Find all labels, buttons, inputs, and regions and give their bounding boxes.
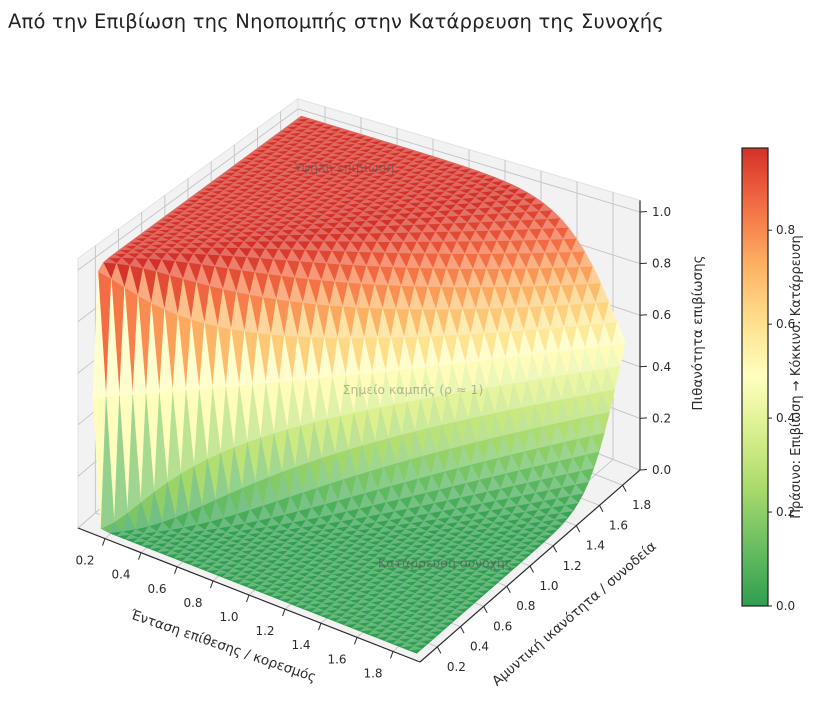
colorbar-tick-label: 0.8: [776, 223, 795, 237]
y-tick-label: 0.8: [516, 599, 535, 613]
z-tick-mark: [639, 417, 648, 419]
x-tick-mark: [354, 637, 358, 645]
colorbar-label: Πράσινο: Επιβίωση → Κόκκινο: Κατάρρευση: [789, 235, 804, 519]
x-tick-mark: [210, 580, 214, 589]
z-tick-mark: [639, 469, 648, 471]
y-axis-ticks: 0.2 0.4 0.6 0.8 1.0 1.2 1.4 1.6 1.8: [436, 484, 651, 674]
z-tick-label: 0.0: [652, 463, 671, 477]
x-tick-label: 1.0: [219, 610, 238, 624]
z-tick-label: 1.0: [652, 205, 671, 219]
y-tick-label: 1.2: [563, 559, 582, 573]
surface-annotations: Υψηλή επιβίωση Σημείο καμπής (ρ ≈ 1) Κατάρ…: [293, 160, 512, 570]
x-tick-mark: [138, 552, 142, 560]
z-tick-label: 0.4: [652, 360, 671, 374]
x-tick-label: 0.2: [75, 554, 94, 568]
x-axis-ticks: 0.2 0.4 0.6 0.8 1.0 1.2 1.4 1.6 1.8: [75, 538, 394, 680]
y-tick-mark: [552, 545, 558, 553]
x-tick-label: 1.8: [363, 666, 382, 680]
annotation-2: Κατάρρευση συνοχής: [378, 555, 512, 570]
y-tick-label: 0.6: [493, 619, 512, 633]
x-tick-label: 0.8: [183, 596, 202, 610]
grid-line: [77, 108, 299, 271]
y-tick-label: 1.4: [586, 539, 605, 553]
y-tick-mark: [599, 505, 604, 513]
z-tick-mark: [639, 365, 648, 368]
z-tick-label: 0.2: [652, 411, 671, 425]
y-tick-mark: [529, 565, 534, 573]
x-tick-mark: [102, 538, 106, 546]
annotation-0: Υψηλή επιβίωση: [293, 160, 394, 175]
x-tick-mark: [318, 623, 322, 631]
y-tick-label: 0.2: [447, 660, 466, 674]
colorbar-tick-label: 0.0: [776, 599, 795, 613]
colorbar-tick-label: 0.2: [776, 505, 795, 519]
colorbar-tick-label: 0.6: [776, 317, 795, 331]
z-tick-label: 0.8: [652, 257, 671, 271]
y-tick-label: 1.8: [632, 498, 651, 512]
z-axis-ticks: 0.0 0.2 0.4 0.6 0.8 1.0: [639, 205, 671, 477]
y-tick-mark: [622, 484, 627, 492]
surface-mesh: [92, 115, 626, 654]
y-tick-mark: [483, 606, 488, 614]
x-tick-mark: [390, 651, 394, 659]
x-tick-label: 1.4: [291, 638, 310, 652]
colorbar-tick-label: 0.4: [776, 411, 795, 425]
y-tick-mark: [460, 626, 465, 634]
chart-title: Από την Επιβίωση της Νηοπομπής στην Κατά…: [8, 10, 664, 33]
annotation-1: Σημείο καμπής (ρ ≈ 1): [343, 382, 484, 397]
y-tick-mark: [506, 585, 511, 593]
x-tick-mark: [246, 594, 250, 603]
y-tick-mark: [575, 525, 581, 533]
colorbar-gradient: [741, 147, 769, 607]
y-tick-label: 1.0: [539, 579, 558, 593]
x-tick-label: 0.4: [111, 568, 130, 582]
z-tick-mark: [639, 262, 648, 265]
y-tick-mark: [436, 646, 442, 654]
z-tick-mark: [639, 211, 648, 213]
y-tick-label: 1.6: [609, 518, 628, 532]
grid-line: [297, 108, 641, 213]
x-tick-mark: [282, 608, 286, 617]
x-tick-label: 1.6: [327, 652, 346, 666]
z-axis-label: Πιθανότητα επιβίωσης: [690, 255, 706, 410]
y-tick-label: 0.4: [470, 640, 489, 654]
z-tick-label: 0.6: [652, 308, 671, 322]
x-tick-label: 0.6: [147, 582, 166, 596]
x-tick-label: 1.2: [255, 624, 274, 638]
x-tick-mark: [174, 566, 178, 574]
z-tick-mark: [639, 314, 648, 316]
